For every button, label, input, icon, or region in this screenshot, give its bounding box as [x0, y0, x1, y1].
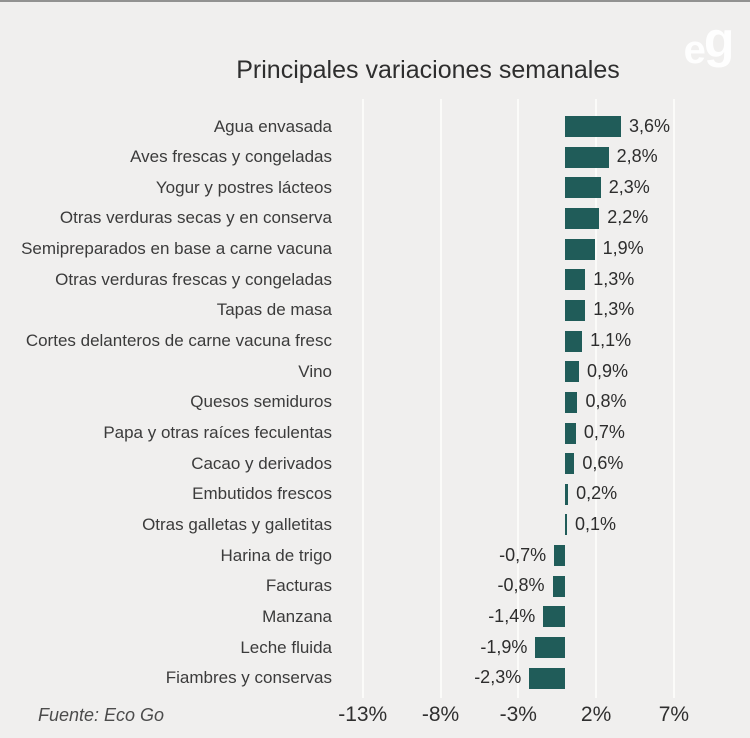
value-label: 2,3% — [608, 176, 650, 197]
category-label: Otras verduras frescas y congeladas — [55, 269, 332, 289]
category-label: Vino — [298, 361, 332, 381]
category-label: Fiambres y conservas — [165, 668, 332, 688]
gridline — [672, 99, 675, 698]
value-label: 3,6% — [629, 115, 671, 136]
x-axis-tick-label: -13% — [338, 703, 388, 726]
eco-go-logo-text: eg — [683, 12, 735, 72]
bar — [565, 453, 575, 475]
category-label: Cacao y derivados — [191, 453, 332, 473]
category-label: Cortes delanteros de carne vacuna fresc — [25, 331, 332, 351]
value-label: 0,7% — [583, 422, 625, 442]
category-label: Semipreparados en base a carne vacuna — [21, 239, 332, 259]
value-label: 0,1% — [575, 513, 617, 534]
gridline — [517, 99, 520, 698]
category-label: Quesos semiduros — [190, 392, 332, 412]
bar — [565, 146, 609, 168]
value-label: -0,8% — [497, 575, 545, 596]
x-axis-tick-label: -8% — [421, 703, 460, 726]
eco-go-logo: eg — [670, 6, 746, 82]
value-label: 1,3% — [593, 268, 635, 289]
bar — [554, 545, 565, 567]
bar — [543, 606, 565, 628]
category-label: Agua envasada — [213, 116, 332, 136]
bar — [565, 391, 578, 413]
category-label: Harina de trigo — [220, 545, 332, 565]
bar — [529, 667, 565, 689]
bar — [565, 514, 567, 536]
top-border-line — [0, 0, 750, 2]
bar — [565, 330, 583, 352]
bar — [565, 177, 601, 199]
bar — [565, 422, 576, 444]
bar — [565, 238, 595, 260]
value-label: -1,4% — [488, 605, 536, 626]
value-label: -0,7% — [499, 544, 547, 565]
bar — [535, 637, 565, 659]
value-label: -1,9% — [480, 636, 528, 657]
chart-title: Principales variaciones semanales — [236, 56, 620, 84]
x-axis-tick-label: 7% — [658, 703, 690, 726]
category-label: Otras galletas y galletitas — [142, 514, 332, 534]
bar — [565, 483, 569, 505]
value-label: 1,9% — [602, 238, 644, 259]
value-label: 2,8% — [616, 146, 658, 167]
value-label: 0,2% — [576, 483, 618, 504]
bar — [565, 299, 586, 321]
x-axis-tick-label: -3% — [499, 703, 537, 726]
category-label: Leche fluida — [240, 637, 332, 657]
gridline — [595, 99, 598, 698]
category-label: Yogur y postres lácteos — [155, 177, 332, 197]
category-label: Embutidos frescos — [192, 484, 332, 504]
value-label: 0,9% — [587, 360, 629, 381]
category-label: Facturas — [265, 576, 332, 596]
category-label: Papa y otras raíces feculentas — [103, 423, 332, 442]
bar — [552, 575, 565, 597]
category-label: Aves frescas y congeladas — [130, 147, 332, 167]
source-note: Fuente: Eco Go — [38, 705, 165, 725]
category-label: Tapas de masa — [216, 300, 332, 320]
gridline — [361, 99, 364, 698]
gridline — [439, 99, 442, 698]
bar — [565, 269, 586, 291]
bar — [565, 207, 600, 229]
category-label: Manzana — [262, 606, 332, 626]
category-label: Otras verduras secas y en conserva — [59, 208, 332, 228]
value-label: 1,3% — [593, 299, 635, 320]
value-label: 1,1% — [590, 330, 632, 351]
x-axis-tick-label: 2% — [580, 703, 612, 726]
value-label: 0,6% — [582, 452, 624, 473]
value-label: 0,8% — [585, 391, 627, 412]
value-label: 2,2% — [607, 207, 649, 228]
value-label: -2,3% — [474, 667, 522, 688]
bar — [565, 116, 622, 137]
bar — [565, 361, 579, 383]
